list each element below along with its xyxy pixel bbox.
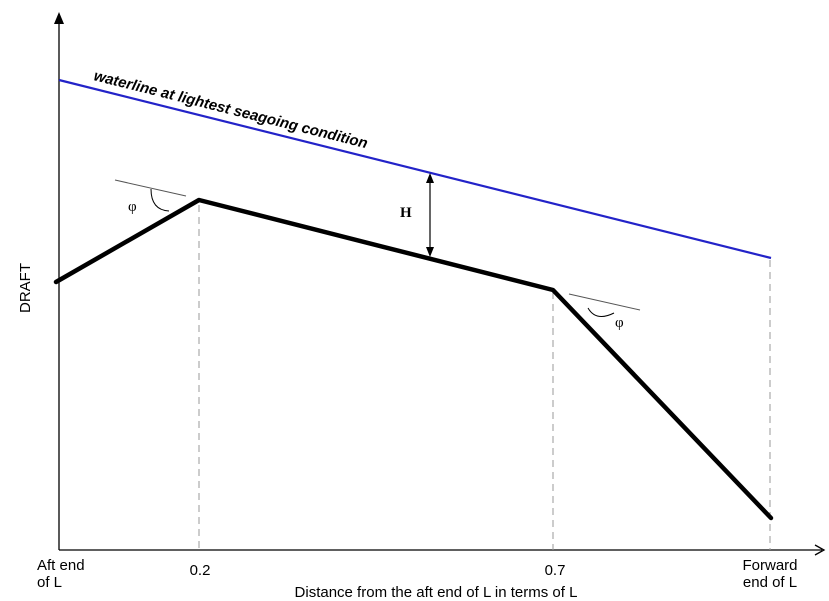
aft-angle-arc	[150, 188, 170, 212]
x-tick-aft-line1: Aft end	[37, 557, 85, 574]
waterline	[58, 78, 772, 260]
x-tick-0.2: 0.2	[190, 562, 211, 579]
x-tick-aft-line2: of L	[37, 574, 62, 591]
x-axis-arrow	[814, 544, 826, 556]
forward-angle-arc	[587, 307, 615, 318]
aft-angle-label: φ	[128, 199, 137, 215]
forward-angle-label: φ	[615, 315, 624, 331]
forward-angle-reference-line	[568, 293, 641, 311]
y-axis-arrow	[54, 12, 64, 24]
x-tick-0.7: 0.7	[545, 562, 566, 579]
draft-profile-line	[53, 197, 774, 521]
x-tick-forward-line1: Forward	[742, 557, 797, 574]
guide-lines	[198, 205, 771, 550]
x-tick-forward-line2: end of L	[743, 574, 797, 591]
aft-angle-reference-line	[114, 179, 187, 197]
clearance-label: H	[400, 205, 412, 221]
x-axis-label: Distance from the aft end of L in terms …	[295, 584, 578, 601]
aft-angle-marker: φ	[114, 179, 187, 215]
y-axis-label: DRAFT	[17, 263, 34, 313]
x-tick-labels: Aft end of L 0.2 0.7 Forward end of L	[37, 557, 798, 591]
waterline-label: waterline at lightest seagoing condition	[92, 67, 369, 152]
axes	[54, 12, 826, 556]
clearance-dimension: H	[400, 173, 434, 257]
forward-angle-marker: φ	[568, 293, 641, 331]
